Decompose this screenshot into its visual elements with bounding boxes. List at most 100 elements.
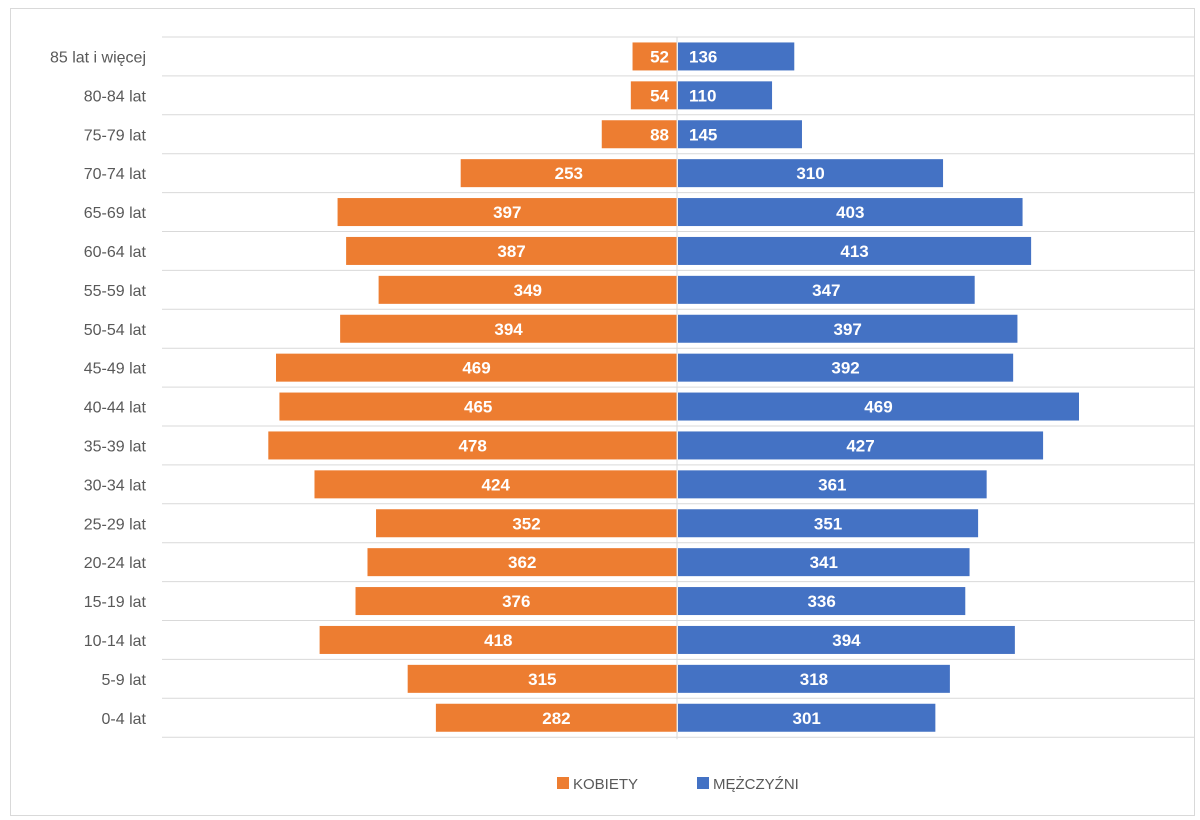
bar-kobiety-30-34-lat: [314, 470, 677, 499]
legend-swatch-kobiety: [557, 777, 569, 789]
bar-mezczyzni-75-79-lat: [678, 120, 802, 149]
bar-kobiety-40-44-lat: [279, 392, 677, 421]
bar-mezczyzni-80-84-lat: [678, 81, 773, 110]
data-label-mezczyzni-10-14-lat: 394: [832, 631, 861, 650]
bars: 52 136 54 110 88 145 253 310 397 403 387 413 349 347 3…: [268, 42, 1079, 732]
bar-kobiety-50-54-lat: [340, 314, 677, 343]
bar-kobiety-85-lat-i-wi-cej: [632, 42, 677, 71]
data-label-mezczyzni-40-44-lat: 469: [864, 398, 892, 417]
data-label-kobiety-85-lat-i-wi-cej: 52: [650, 47, 669, 66]
category-label-70-74-lat: 70-74 lat: [84, 166, 147, 183]
data-label-kobiety-10-14-lat: 418: [484, 631, 512, 650]
bar-kobiety-5-9-lat: [407, 664, 677, 693]
data-label-mezczyzni-60-64-lat: 413: [840, 242, 868, 261]
category-labels: 85 lat i więcej 80-84 lat 75-79 lat 70-74 l…: [50, 49, 147, 727]
bar-kobiety-20-24-lat: [367, 548, 677, 577]
bar-mezczyzni-85-lat-i-wi-cej: [678, 42, 795, 71]
legend-label-kobiety: KOBIETY: [573, 776, 638, 793]
data-label-kobiety-70-74-lat: 253: [555, 164, 583, 183]
category-label-40-44-lat: 40-44 lat: [84, 400, 147, 417]
bar-kobiety-75-79-lat: [601, 120, 677, 149]
data-label-kobiety-15-19-lat: 376: [502, 592, 530, 611]
category-label-35-39-lat: 35-39 lat: [84, 438, 147, 455]
bar-mezczyzni-60-64-lat: [678, 236, 1032, 265]
data-label-kobiety-55-59-lat: 349: [514, 281, 542, 300]
category-label-20-24-lat: 20-24 lat: [84, 555, 147, 572]
bar-kobiety-65-69-lat: [337, 198, 677, 227]
data-label-kobiety-60-64-lat: 387: [497, 242, 525, 261]
bar-mezczyzni-50-54-lat: [678, 314, 1018, 343]
legend-label-mezczyzni: MĘŻCZYŹNI: [713, 775, 799, 793]
bar-kobiety-80-84-lat: [630, 81, 677, 110]
category-label-5-9-lat: 5-9 lat: [102, 672, 147, 689]
data-label-kobiety-75-79-lat: 88: [650, 125, 669, 144]
data-label-mezczyzni-30-34-lat: 361: [818, 475, 846, 494]
category-label-30-34-lat: 30-34 lat: [84, 477, 147, 494]
legend: KOBIETY MĘŻCZYŹNI: [557, 775, 799, 793]
bar-mezczyzni-15-19-lat: [678, 587, 966, 616]
data-label-kobiety-30-34-lat: 424: [482, 475, 511, 494]
data-label-mezczyzni-55-59-lat: 347: [812, 281, 840, 300]
data-label-mezczyzni-65-69-lat: 403: [836, 203, 864, 222]
data-label-mezczyzni-0-4-lat: 301: [792, 709, 820, 728]
category-label-65-69-lat: 65-69 lat: [84, 205, 147, 222]
category-label-45-49-lat: 45-49 lat: [84, 361, 147, 378]
data-label-mezczyzni-75-79-lat: 145: [689, 125, 717, 144]
data-label-mezczyzni-15-19-lat: 336: [807, 592, 835, 611]
data-label-kobiety-80-84-lat: 54: [650, 86, 669, 105]
data-label-mezczyzni-25-29-lat: 351: [814, 514, 842, 533]
bar-mezczyzni-0-4-lat: [678, 703, 936, 732]
bar-mezczyzni-10-14-lat: [678, 625, 1015, 654]
bar-kobiety-0-4-lat: [435, 703, 677, 732]
bar-mezczyzni-65-69-lat: [678, 198, 1023, 227]
data-label-kobiety-35-39-lat: 478: [458, 436, 486, 455]
data-label-mezczyzni-50-54-lat: 397: [834, 320, 862, 339]
bar-kobiety-55-59-lat: [378, 275, 677, 304]
data-label-kobiety-5-9-lat: 315: [528, 670, 556, 689]
bar-mezczyzni-25-29-lat: [678, 509, 979, 538]
category-label-55-59-lat: 55-59 lat: [84, 283, 147, 300]
data-label-kobiety-0-4-lat: 282: [542, 709, 570, 728]
data-label-kobiety-65-69-lat: 397: [493, 203, 521, 222]
bar-kobiety-45-49-lat: [276, 353, 677, 382]
bar-kobiety-70-74-lat: [460, 159, 677, 188]
category-label-80-84-lat: 80-84 lat: [84, 88, 147, 105]
data-label-mezczyzni-45-49-lat: 392: [831, 359, 859, 378]
gridlines: [162, 36, 1195, 738]
chart-frame: [10, 8, 1195, 816]
data-label-kobiety-25-29-lat: 352: [512, 514, 540, 533]
bar-mezczyzni-30-34-lat: [678, 470, 987, 499]
category-label-85-lat-i-wi-cej: 85 lat i więcej: [50, 49, 146, 66]
data-label-mezczyzni-80-84-lat: 110: [689, 86, 716, 105]
category-label-10-14-lat: 10-14 lat: [84, 633, 147, 650]
category-label-25-29-lat: 25-29 lat: [84, 516, 147, 533]
legend-swatch-mezczyzni: [697, 777, 709, 789]
data-label-mezczyzni-5-9-lat: 318: [800, 670, 828, 689]
bar-mezczyzni-35-39-lat: [678, 431, 1044, 460]
bar-kobiety-25-29-lat: [376, 509, 677, 538]
category-label-50-54-lat: 50-54 lat: [84, 322, 147, 339]
bar-mezczyzni-45-49-lat: [678, 353, 1014, 382]
bar-kobiety-60-64-lat: [346, 236, 677, 265]
bar-kobiety-35-39-lat: [268, 431, 677, 460]
data-label-kobiety-40-44-lat: 465: [464, 398, 492, 417]
data-label-mezczyzni-70-74-lat: 310: [796, 164, 824, 183]
category-label-15-19-lat: 15-19 lat: [84, 594, 147, 611]
data-label-kobiety-50-54-lat: 394: [494, 320, 523, 339]
data-label-kobiety-20-24-lat: 362: [508, 553, 536, 572]
data-label-mezczyzni-35-39-lat: 427: [846, 436, 874, 455]
data-label-kobiety-45-49-lat: 469: [462, 359, 490, 378]
bar-mezczyzni-5-9-lat: [678, 664, 950, 693]
bar-kobiety-15-19-lat: [355, 587, 677, 616]
bar-mezczyzni-40-44-lat: [678, 392, 1079, 421]
data-label-mezczyzni-85-lat-i-wi-cej: 136: [689, 47, 717, 66]
category-label-60-64-lat: 60-64 lat: [84, 244, 147, 261]
bar-kobiety-10-14-lat: [319, 625, 677, 654]
category-label-75-79-lat: 75-79 lat: [84, 127, 147, 144]
data-label-mezczyzni-20-24-lat: 341: [810, 553, 838, 572]
bar-mezczyzni-55-59-lat: [678, 275, 975, 304]
bar-mezczyzni-20-24-lat: [678, 548, 970, 577]
category-label-0-4-lat: 0-4 lat: [102, 711, 147, 728]
